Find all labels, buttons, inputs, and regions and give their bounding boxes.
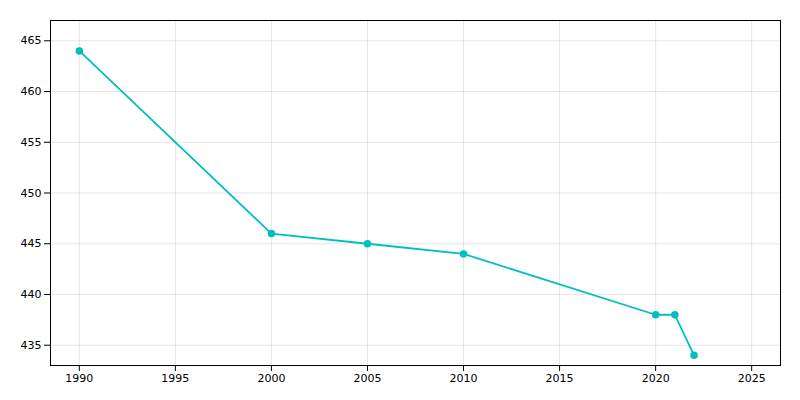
svg-text:440: 440 — [21, 288, 42, 301]
svg-text:2000: 2000 — [257, 372, 285, 385]
svg-text:435: 435 — [21, 339, 42, 352]
svg-text:2020: 2020 — [642, 372, 670, 385]
svg-text:465: 465 — [21, 34, 42, 47]
svg-text:1990: 1990 — [65, 372, 93, 385]
svg-text:450: 450 — [21, 187, 42, 200]
svg-text:2015: 2015 — [546, 372, 574, 385]
svg-text:2005: 2005 — [353, 372, 381, 385]
svg-text:2010: 2010 — [450, 372, 478, 385]
svg-text:445: 445 — [21, 237, 42, 250]
svg-text:460: 460 — [21, 85, 42, 98]
svg-text:455: 455 — [21, 136, 42, 149]
svg-text:2025: 2025 — [738, 372, 766, 385]
svg-text:1995: 1995 — [161, 372, 189, 385]
